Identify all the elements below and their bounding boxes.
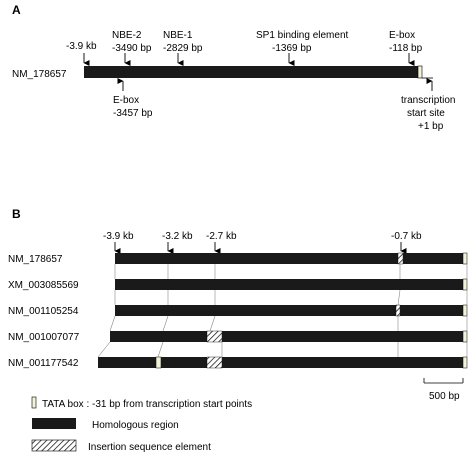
legend-tata-label: TATA box : -31 bp from transcription sta… — [42, 399, 252, 410]
marker-nbe1-position: -2829 bp — [163, 43, 203, 54]
homologous-segment — [115, 279, 463, 290]
alignment-row-5 — [98, 356, 468, 369]
marker-start-label: -3.9 kb — [66, 41, 97, 52]
marker-ebox2-position: -3457 bp — [113, 108, 153, 119]
alignment-row-4 — [110, 330, 468, 343]
alignment-row-3 — [115, 304, 468, 317]
position-label-3-2kb: -3.2 kb — [162, 231, 193, 242]
marker-tss-line3: +1 bp — [418, 121, 444, 132]
tata-box — [462, 304, 468, 317]
homologous-segment — [222, 357, 463, 368]
legend: TATA box : -31 bp from transcription sta… — [31, 396, 252, 453]
panel-a-sequence-name: NM_178657 — [12, 69, 67, 80]
panel-b-label: B — [12, 207, 21, 221]
legend-insertion-swatch — [31, 439, 77, 452]
legend-insertion-label: Insertion sequence element — [88, 442, 211, 453]
marker-nbe2-position: -3490 bp — [112, 43, 152, 54]
homologous-segment — [400, 305, 463, 316]
marker-ebox1-name: E-box — [389, 30, 415, 41]
homologous-segment — [222, 331, 463, 342]
homologous-segment — [98, 357, 156, 368]
panel-a-tata-box — [417, 65, 423, 79]
marker-tss-line1: transcription — [401, 95, 455, 106]
panel-a: A NM_178657 -3.9 kb NBE-2 -3490 bp NBE-1… — [12, 3, 455, 132]
insertion-segment — [395, 304, 401, 317]
alignment-row-1 — [115, 252, 468, 265]
panel-a-label: A — [12, 3, 21, 17]
homologous-segment — [115, 253, 398, 264]
position-label-0-7kb: -0.7 kb — [391, 231, 422, 242]
legend-homologous-swatch — [32, 418, 76, 429]
marker-ebox2-name: E-box — [113, 95, 139, 106]
tata-box — [462, 330, 468, 343]
panel-b: B -3.9 kb -3.2 kb -2.7 kb -0.7 kb NM_178… — [8, 207, 468, 402]
sequence-name-3: NM_001105254 — [8, 306, 79, 317]
sequence-name-2: XM_003085569 — [8, 280, 79, 291]
panel-a-promoter-bar — [84, 66, 418, 78]
position-label-3-9kb: -3.9 kb — [103, 231, 134, 242]
homologous-segment — [110, 331, 207, 342]
marker-nbe2-name: NBE-2 — [112, 30, 142, 41]
insertion-segment — [206, 330, 223, 343]
marker-nbe1-name: NBE-1 — [163, 30, 193, 41]
position-label-2-7kb: -2.7 kb — [206, 231, 237, 242]
scale-bar-label: 500 bp — [429, 391, 460, 402]
insertion-segment — [206, 356, 223, 369]
marker-sp1-name: SP1 binding element — [256, 30, 349, 41]
homologous-segment — [115, 305, 396, 316]
sequence-name-1: NM_178657 — [8, 254, 63, 265]
tata-box — [462, 356, 468, 369]
sequence-name-5: NM_001177542 — [8, 358, 79, 369]
homologous-segment — [403, 253, 463, 264]
marker-ebox1-position: -118 bp — [389, 43, 423, 54]
legend-tata-swatch — [31, 396, 37, 409]
sequence-name-4: NM_001007077 — [8, 332, 80, 343]
marker-tss-line2: start site — [407, 108, 445, 119]
tata-box — [462, 252, 468, 265]
alignment-row-2 — [115, 278, 468, 291]
tata-box — [462, 278, 468, 291]
homologous-segment — [161, 357, 207, 368]
marker-sp1-position: -1369 bp — [272, 43, 312, 54]
insertion-segment — [397, 252, 404, 265]
tata-box — [155, 356, 162, 369]
legend-homologous-label: Homologous region — [92, 420, 179, 431]
alignment-connectors — [97, 264, 468, 358]
scale-bar: 500 bp — [423, 378, 464, 402]
